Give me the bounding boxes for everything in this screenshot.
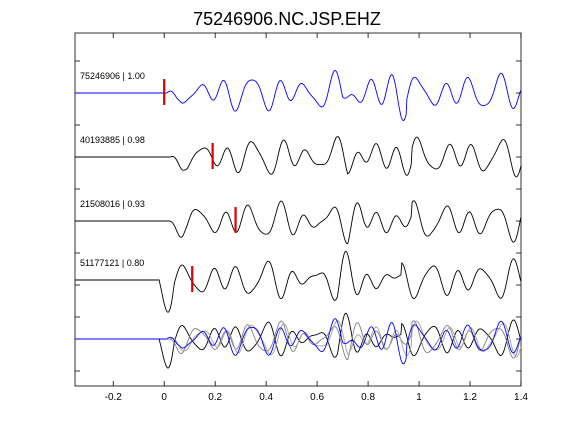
trace-1: 75246906 | 1.00 <box>75 69 522 122</box>
x-tick-label: 0.8 <box>361 392 375 403</box>
x-tick-label: 0.4 <box>259 392 273 403</box>
x-tick-label: 0.2 <box>208 392 222 403</box>
stacked-trace-line <box>75 320 522 360</box>
x-tick-label: 1 <box>416 392 422 403</box>
chart-title: 75246906.NC.JSP.EHZ <box>193 9 381 29</box>
trace-label: 75246906 | 1.00 <box>80 71 145 81</box>
trace-line <box>75 200 522 245</box>
trace-4: 51177121 | 0.80 <box>75 250 522 313</box>
trace-line <box>75 69 522 122</box>
stacked-traces <box>75 312 522 369</box>
trace-label: 21508016 | 0.93 <box>80 199 145 209</box>
y-axis-ticks <box>75 60 521 372</box>
trace-label: 40193885 | 0.98 <box>80 135 145 145</box>
x-tick-label: 0.6 <box>310 392 324 403</box>
x-axis: -0.2 0 0.2 0.4 0.6 0.8 1 1.2 1.4 <box>105 33 528 403</box>
x-tick-label: 1.2 <box>463 392 477 403</box>
trace-line <box>75 250 522 313</box>
trace-group: 75246906 | 1.00 40193885 | 0.98 21508016 |… <box>75 69 522 369</box>
stacked-trace-line <box>75 318 522 365</box>
trace-2: 40193885 | 0.98 <box>75 135 522 178</box>
trace-label: 51177121 | 0.80 <box>80 258 144 268</box>
x-tick-label: 0 <box>161 392 167 403</box>
x-tick-label: 1.4 <box>514 392 528 403</box>
x-tick-label: -0.2 <box>105 392 123 403</box>
trace-3: 21508016 | 0.93 <box>75 199 522 245</box>
plot-frame <box>74 32 522 387</box>
trace-line <box>75 136 522 178</box>
